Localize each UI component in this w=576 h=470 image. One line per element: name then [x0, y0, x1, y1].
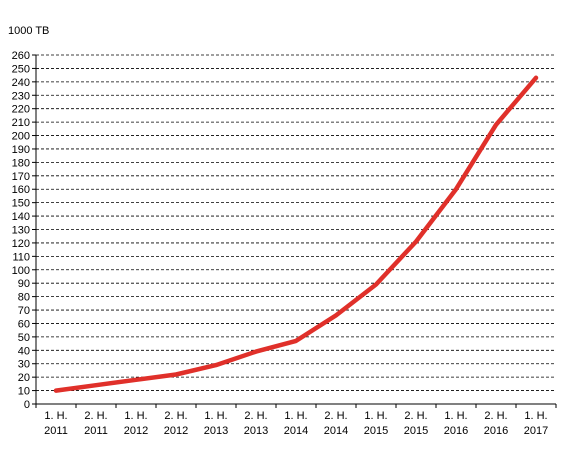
data-point: [454, 187, 458, 191]
y-tick-label: 60: [18, 318, 30, 330]
series-group: [53, 75, 539, 393]
x-tick-label-year: 2015: [404, 425, 428, 437]
data-point: [534, 76, 538, 80]
x-tick-label: 2. H.: [244, 410, 267, 422]
x-axis-ticks: 1. H. 2011 2. H. 2011 1. H. 2012 2. H. 2012 1. H…: [35, 404, 557, 437]
x-tick-label-year: 2013: [204, 425, 228, 437]
x-tick-label-year: 2012: [124, 425, 148, 437]
x-tick-label-year: 2014: [324, 425, 348, 437]
data-point: [494, 123, 498, 127]
y-tick-label: 30: [18, 359, 30, 371]
x-tick-label-year: 2011: [84, 425, 108, 437]
y-tick-label: 70: [18, 305, 30, 317]
data-point: [214, 363, 218, 367]
y-tick-label: 150: [12, 198, 30, 210]
y-tick-label: 260: [12, 50, 30, 62]
y-tick-label: 170: [12, 171, 30, 183]
data-point: [334, 313, 338, 317]
x-tick-label: 1. H.: [524, 410, 547, 422]
gridlines: [36, 54, 556, 391]
data-point: [294, 339, 298, 343]
x-tick-label: 2. H.: [164, 410, 187, 422]
data-point: [174, 372, 178, 376]
y-tick-label: 20: [18, 372, 30, 384]
x-tick-label-year: 2011: [44, 425, 68, 437]
x-tick-label: 1. H.: [124, 410, 147, 422]
y-tick-label: 220: [12, 104, 30, 116]
y-tick-label: 0: [24, 399, 30, 411]
x-tick-label-year: 2013: [244, 425, 268, 437]
x-tick-label: 1. H.: [204, 410, 227, 422]
x-tick-label: 2. H.: [84, 410, 107, 422]
data-point: [134, 378, 138, 382]
y-tick-label: 180: [12, 157, 30, 169]
x-tick-label-year: 2012: [164, 425, 188, 437]
y-tick-label: 140: [12, 211, 30, 223]
y-tick-label: 210: [12, 117, 30, 129]
x-tick-label-year: 2016: [484, 425, 508, 437]
y-tick-label: 250: [12, 63, 30, 75]
data-point: [374, 283, 378, 287]
x-tick-label: 2. H.: [484, 410, 507, 422]
x-tick-label-year: 2015: [364, 425, 388, 437]
y-tick-label: 200: [12, 131, 30, 143]
series-line: [53, 75, 539, 393]
y-tick-label: 10: [18, 386, 30, 398]
y-tick-label: 190: [12, 144, 30, 156]
data-point: [254, 350, 258, 354]
x-tick-label-year: 2017: [524, 425, 548, 437]
y-tick-label: 160: [12, 184, 30, 196]
y-tick-label: 90: [18, 278, 30, 290]
y-axis-unit-label: 1000 TB: [8, 25, 49, 37]
x-tick-label-year: 2014: [284, 425, 308, 437]
y-tick-label: 110: [12, 251, 30, 263]
x-tick-label: 1. H.: [444, 410, 467, 422]
y-tick-label: 40: [18, 345, 30, 357]
x-tick-label: 1. H.: [284, 410, 307, 422]
data-point: [54, 389, 58, 393]
y-tick-label: 100: [12, 265, 30, 277]
axes: [35, 55, 556, 405]
x-tick-label-year: 2016: [444, 425, 468, 437]
x-tick-label: 1. H.: [364, 410, 387, 422]
data-point: [414, 240, 418, 244]
x-tick-label: 1. H.: [44, 410, 67, 422]
y-tick-label: 80: [18, 292, 30, 304]
y-tick-label: 230: [12, 90, 30, 102]
x-tick-label: 2. H.: [324, 410, 347, 422]
y-tick-label: 120: [12, 238, 30, 250]
y-tick-label: 130: [12, 225, 30, 237]
y-tick-label: 50: [18, 332, 30, 344]
y-tick-label: 240: [12, 77, 30, 89]
data-point: [94, 383, 98, 387]
x-tick-label: 2. H.: [404, 410, 427, 422]
